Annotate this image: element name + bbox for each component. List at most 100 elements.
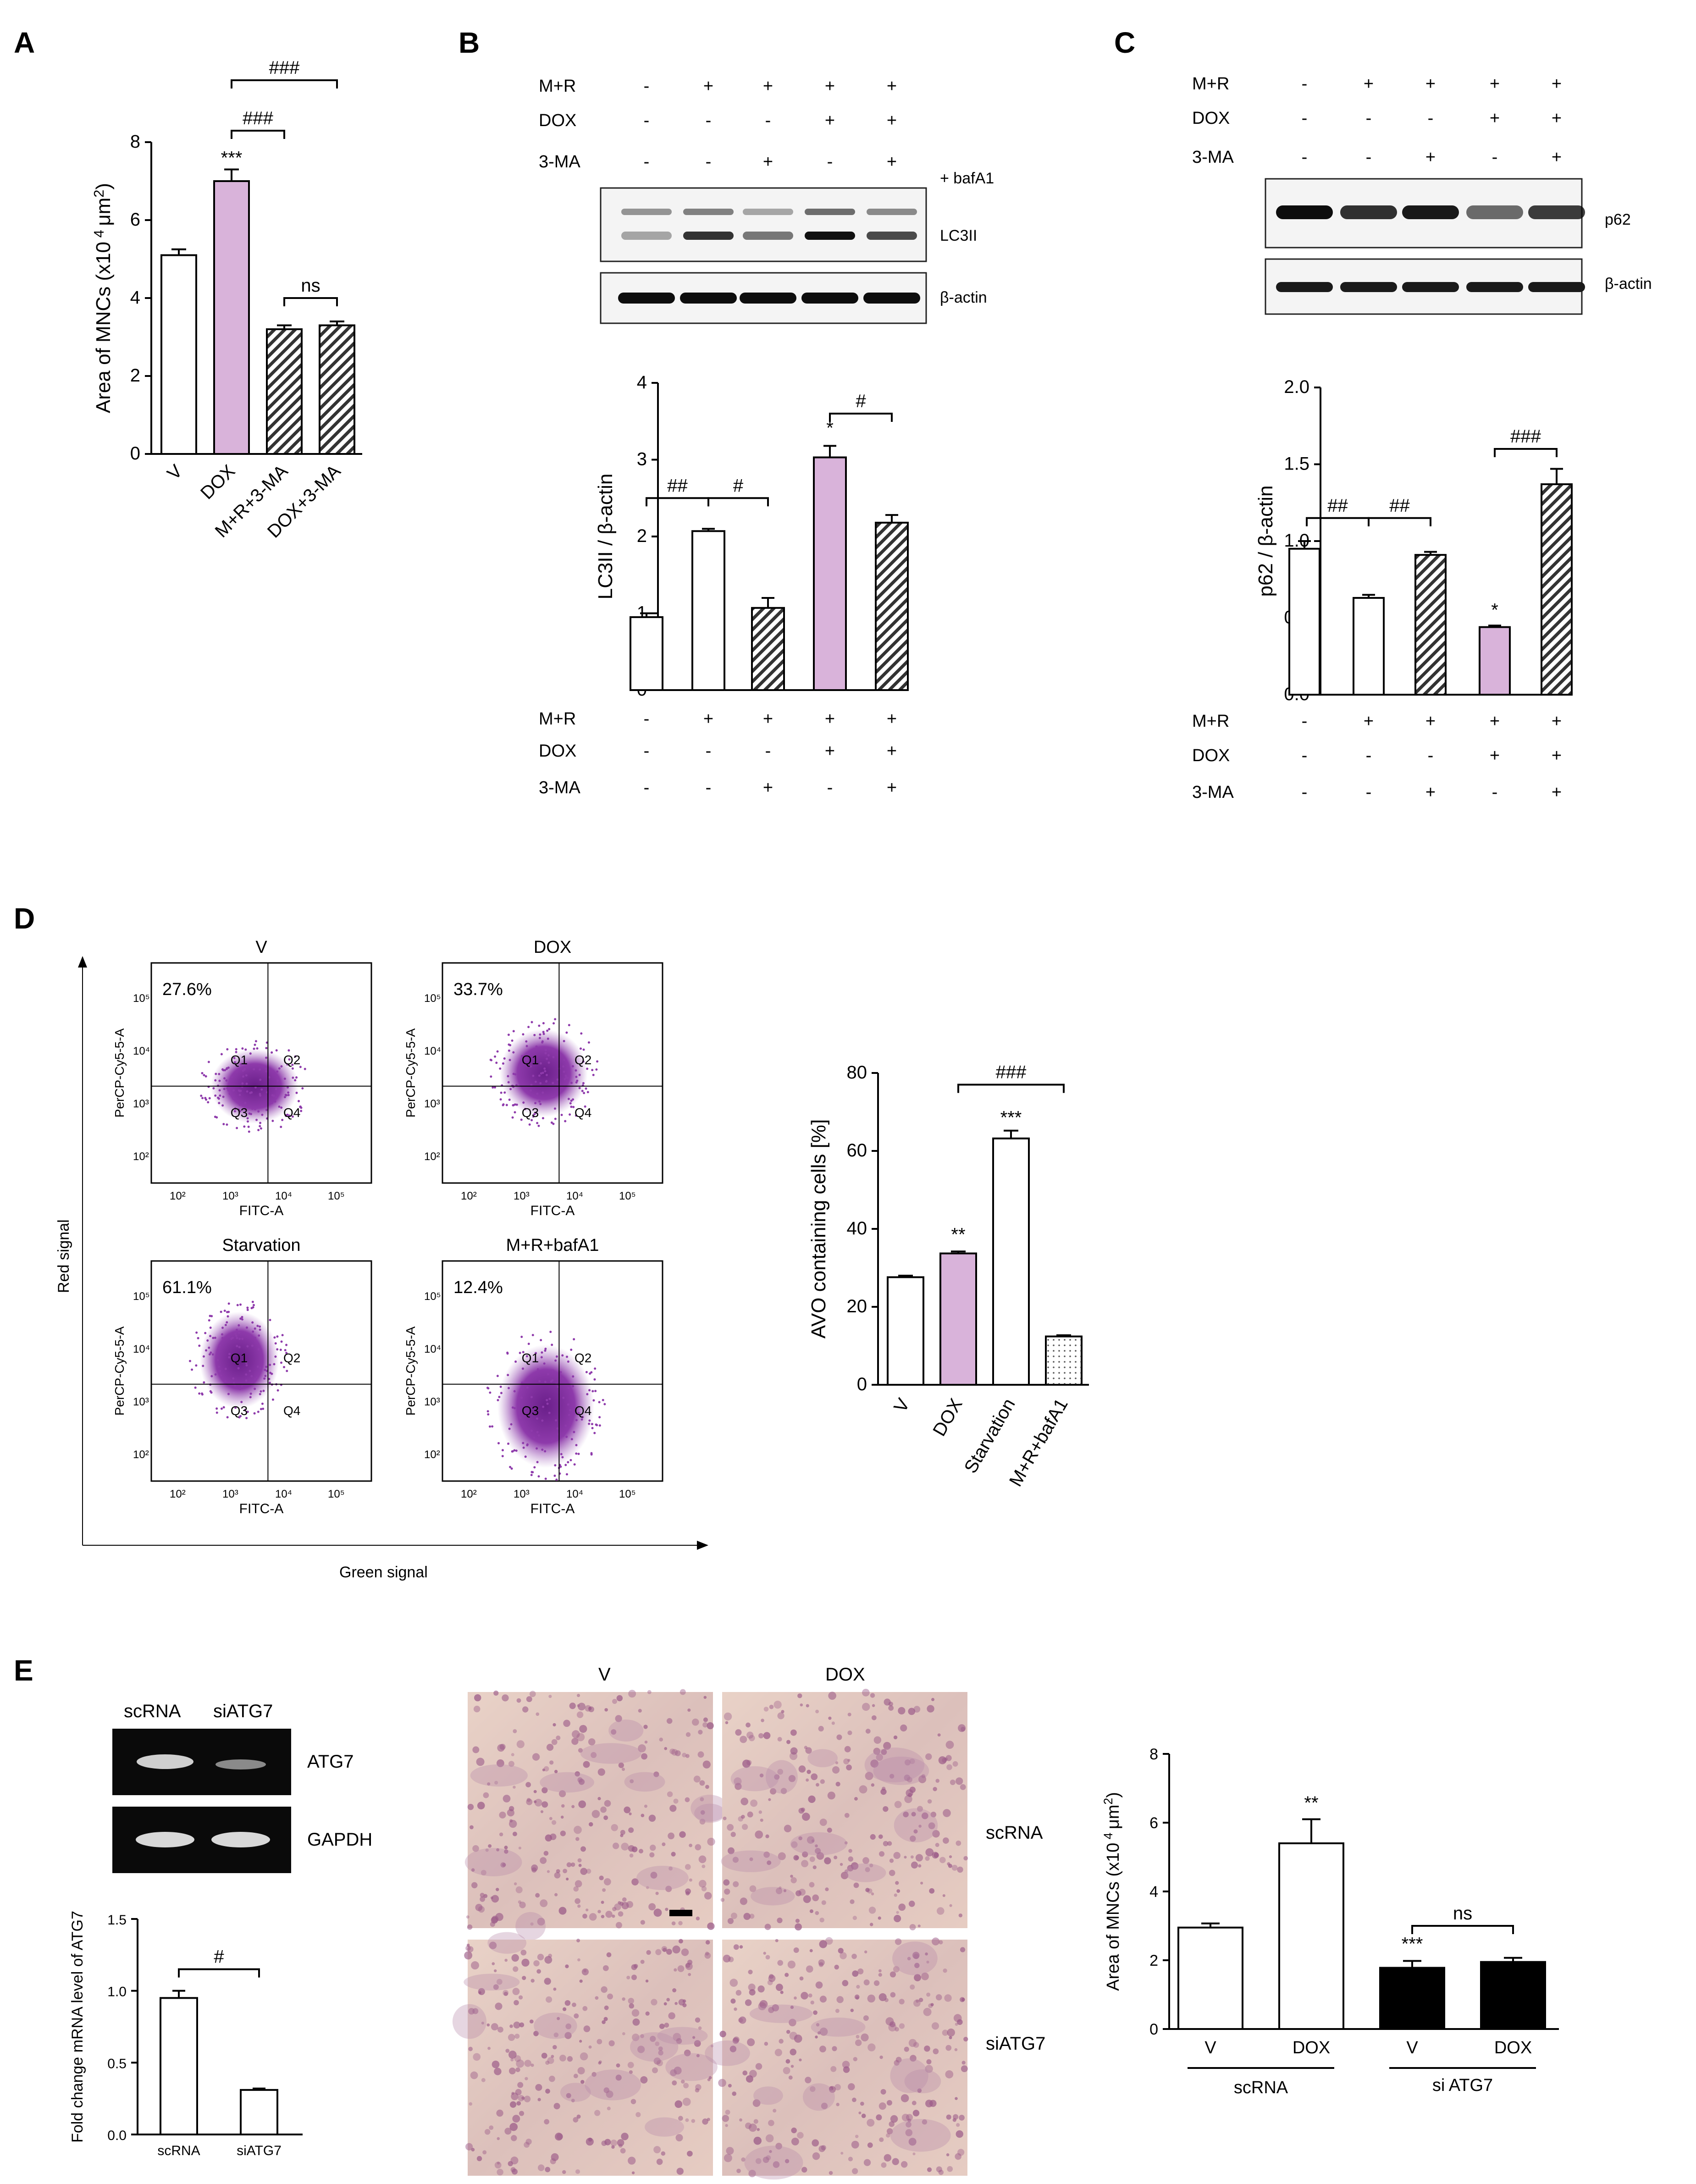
y-axis-label: Fold change mRNA level of ATG7 <box>69 1911 86 2143</box>
flow-y-tick: 10⁴ <box>424 1045 441 1057</box>
flow-plot: DOX Q1 Q2 Q3 Q4 33.7% 10² 10² 10³ 10³ 10⁴ 10⁴ 10⁵ 10⁵… <box>403 938 663 1218</box>
scale-bar <box>669 1910 692 1916</box>
flow-x-tick: 10³ <box>514 1488 530 1500</box>
quadrant-percent: 27.6% <box>162 980 212 999</box>
bar <box>1414 554 1447 696</box>
flow-plot: V Q1 Q2 Q3 Q4 27.6% 10² 10² 10³ 10³ 10⁴ 10⁴ 10⁵ 10⁵ FI… <box>112 938 372 1218</box>
treatment-sign: + <box>887 709 897 729</box>
x-tick-label: V <box>890 1395 914 1415</box>
flow-plot-title: DOX <box>534 938 571 957</box>
panel-letter-c: C <box>1114 26 1135 59</box>
treatment-sign: + <box>1490 712 1500 731</box>
y-axis-label: Area of MNCs (x10 4 μm2) <box>91 183 115 413</box>
significance-bracket <box>231 130 285 139</box>
quadrant-label: Q1 <box>231 1053 248 1067</box>
y-tick-label: 80 <box>847 1062 867 1083</box>
flow-x-tick: 10² <box>461 1488 477 1500</box>
y-tick-label: 2 <box>130 365 140 386</box>
micro-row-siatg7: siATG7 <box>986 2034 1045 2054</box>
flow-y-label: PerCP-Cy5-5-A <box>403 1326 418 1415</box>
flow-x-tick: 10⁵ <box>328 1190 345 1202</box>
treatment-row-label: M+R <box>1192 712 1229 731</box>
treatment-sign: - <box>706 152 712 171</box>
significance-bracket <box>1411 1925 1514 1934</box>
quadrant-label: Q2 <box>575 1351 591 1365</box>
significance-label: ns <box>301 276 320 296</box>
y-tick-label: 1.5 <box>107 1913 127 1928</box>
flow-x-tick: 10⁵ <box>619 1190 636 1202</box>
flow-y-tick: 10² <box>133 1150 149 1163</box>
bar <box>992 1137 1030 1386</box>
treatment-sign: + <box>887 77 897 96</box>
treatment-row-label: DOX <box>539 741 576 761</box>
treatment-sign: + <box>825 709 835 729</box>
x-tick-label: V <box>1406 2038 1418 2057</box>
treatment-sign: + <box>1552 109 1562 128</box>
flow-x-tick: 10² <box>461 1190 477 1202</box>
treatment-sign: - <box>1302 712 1308 731</box>
gel-col-scrna: scRNA <box>124 1701 181 1721</box>
y-tick-label: 60 <box>847 1140 867 1161</box>
flow-x-tick: 10⁵ <box>619 1488 636 1500</box>
treatment-sign: - <box>1492 783 1498 802</box>
flow-y-tick: 10⁴ <box>133 1343 150 1355</box>
flow-y-label: PerCP-Cy5-5-A <box>112 1028 127 1117</box>
flow-plot-title: Starvation <box>222 1236 300 1255</box>
flow-y-tick: 10⁵ <box>424 1290 441 1303</box>
significance-bracket <box>646 497 709 507</box>
treatment-sign: - <box>827 778 833 797</box>
bar <box>160 1997 198 2136</box>
flow-x-tick: 10³ <box>222 1488 238 1500</box>
treatment-row-label: M+R <box>539 77 576 96</box>
treatment-row-label: DOX <box>1192 746 1230 765</box>
flow-plot-title: V <box>255 938 267 957</box>
y-tick-label: 20 <box>847 1296 867 1316</box>
flow-y-tick: 10⁴ <box>424 1343 441 1355</box>
significance-label: * <box>826 418 834 438</box>
flow-x-tick: 10³ <box>222 1190 238 1202</box>
treatment-sign: + <box>1425 148 1436 167</box>
quadrant-label: Q3 <box>522 1404 539 1418</box>
significance-label: ### <box>269 58 300 78</box>
y-tick-label: 4 <box>130 288 140 308</box>
significance-bracket <box>1494 448 1558 457</box>
chart-d: 0 20 40 60 80 AVO containing cells [%] V DOXSta… <box>807 1062 1089 1490</box>
x-tick-label: V <box>163 461 186 484</box>
y-axis-label: AVO containing cells [%] <box>807 1119 830 1339</box>
significance-label: # <box>733 476 744 496</box>
bar <box>751 607 785 691</box>
gel-col-siatg7: siATG7 <box>213 1701 273 1721</box>
flow-cytometry-grid: Red signal Green signal V Q1 Q2 Q3 Q4 27.6% 10… <box>55 938 708 1581</box>
flow-x-tick: 10² <box>170 1190 186 1202</box>
quadrant-label: Q3 <box>231 1106 248 1120</box>
significance-label: *** <box>221 148 243 168</box>
panel-letter-e: E <box>14 1654 33 1687</box>
treatment-sign: - <box>644 709 650 729</box>
flow-x-tick: 10³ <box>514 1190 530 1202</box>
treatment-sign: + <box>887 111 897 130</box>
treatment-row-label: 3-MA <box>1192 783 1234 802</box>
quadrant-percent: 61.1% <box>162 1278 212 1297</box>
treatment-sign: - <box>644 77 650 96</box>
bar <box>1480 1961 1546 2030</box>
treatment-sign: - <box>644 741 650 761</box>
y-tick-label: 4 <box>1149 1883 1158 1901</box>
y-tick-label: 2 <box>1149 1952 1158 1969</box>
treatment-sign: + <box>1552 148 1562 167</box>
y-tick-label: 3 <box>637 449 647 470</box>
significance-bracket <box>1368 517 1431 526</box>
treatment-sign: - <box>644 152 650 171</box>
flow-x-label: FITC-A <box>239 1501 284 1516</box>
flow-y-tick: 10³ <box>424 1098 440 1110</box>
treatment-sign: + <box>763 77 773 96</box>
treatment-sign: + <box>1490 74 1500 94</box>
flow-x-tick: 10⁴ <box>275 1488 292 1500</box>
treatment-sign: - <box>1366 109 1372 128</box>
bar <box>1353 597 1385 696</box>
y-tick-label: 0.0 <box>107 2128 127 2143</box>
treatment-table-c: M+R - + + + + DOX - - - + +3-MA - - + - + <box>1192 74 1562 167</box>
treatment-row-label: M+R <box>539 709 576 729</box>
quadrant-label: Q2 <box>283 1053 300 1067</box>
treatment-sign: + <box>887 741 897 761</box>
bar <box>887 1276 924 1386</box>
